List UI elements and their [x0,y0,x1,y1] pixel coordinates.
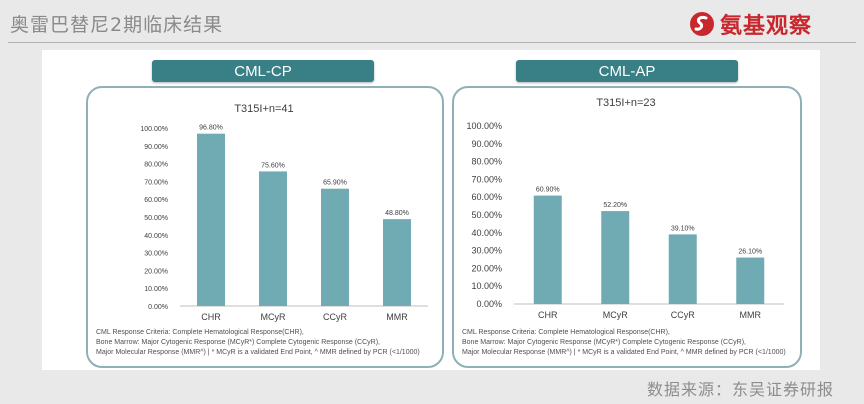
bar-chr [197,133,225,306]
page-title: 奥雷巴替尼2期临床结果 [10,14,224,36]
y-tick-label: 30.00% [471,246,502,256]
bar-mmr [736,257,765,304]
chart-cml-cp: T315I+n=41 0.00% 10.00% 20.00% 30.00% 40.00% 5… [96,103,428,356]
response-criteria-note: Bone Marrow: Major Cytogenic Response (M… [96,339,380,346]
bar-mmr [383,219,411,306]
brand-name: 氨基观察 [719,14,812,39]
data-source: 数据来源：东吴证券研报 [646,380,834,399]
panel-cml-cp: T315I+n=41 0.00% 10.00% 20.00% 30.00% 40.00% 5… [86,86,444,368]
y-tick-label: 60.00% [471,192,502,202]
category-label: CHR [538,310,558,320]
bar-ccyr [668,234,697,304]
category-label: MMR [386,312,408,322]
chart-title: T315I+n=23 [596,97,655,109]
y-tick-label: 40.00% [471,228,502,238]
bar-value-label: 52.20% [603,202,627,209]
tab-cml-cp: CML-CP [152,60,374,82]
tab-cml-ap: CML-AP [516,60,738,82]
y-tick-label: 20.00% [471,263,502,273]
y-tick-label: 30.00% [144,251,168,258]
brand-logo-icon [689,12,714,36]
bar-value-label: 39.10% [671,225,695,232]
y-tick-label: 20.00% [144,268,168,275]
y-tick-label: 60.00% [144,197,168,204]
slide-area: CML-CP CML-AP T315I+n=41 0.00% 10.00% 20.00… [42,50,820,370]
bar-value-label: 48.80% [385,210,409,217]
y-tick-label: 100.00% [140,126,168,133]
bar-value-label: 75.60% [261,162,285,169]
category-label: CHR [201,312,221,322]
y-tick-label: 50.00% [144,215,168,222]
y-tick-label: 80.00% [144,162,168,169]
y-tick-label: 90.00% [144,144,168,151]
y-tick-label: 0.00% [476,299,502,309]
bar-mcyr [259,171,287,306]
header-divider [8,42,856,43]
brand: 氨基观察 [688,8,812,40]
y-tick-label: 90.00% [471,139,502,149]
category-label: CCyR [671,310,695,320]
response-criteria-note: Major Molecular Response (MMR^) | * MCyR… [462,349,786,356]
category-label: MCyR [261,312,286,322]
bar-mcyr [601,211,630,304]
y-tick-label: 50.00% [471,210,502,220]
bar-value-label: 65.90% [323,180,347,187]
panel-cml-ap: T315I+n=23 0.00% 10.00% 20.00% 30.00% 40.00% 5… [452,86,802,368]
bar-value-label: 96.80% [199,125,223,132]
bar-ccyr [321,188,349,306]
chart-title: T315I+n=41 [234,103,293,115]
y-tick-label: 80.00% [471,157,502,167]
response-criteria-note: CML Response Criteria: Complete Hematolo… [96,329,304,336]
bar-value-label: 26.10% [738,249,762,256]
bar-chr [533,195,562,304]
category-label: MMR [740,310,762,320]
y-tick-label: 0.00% [148,304,168,311]
response-criteria-note: Major Molecular Response (MMR^) | * MCyR… [96,349,420,356]
y-tick-label: 10.00% [471,281,502,291]
chart-cml-ap: T315I+n=23 0.00% 10.00% 20.00% 30.00% 40.00% 5… [462,97,786,356]
bar-value-label: 60.90% [536,187,560,194]
y-tick-label: 70.00% [144,179,168,186]
category-label: MCyR [603,310,628,320]
y-tick-label: 100.00% [466,121,502,131]
category-label: CCyR [323,312,347,322]
y-tick-label: 70.00% [471,174,502,184]
response-criteria-note: CML Response Criteria: Complete Hematolo… [462,329,670,336]
y-tick-label: 10.00% [144,286,168,293]
response-criteria-note: Bone Marrow: Major Cytogenic Response (M… [462,339,746,346]
y-tick-label: 40.00% [144,233,168,240]
